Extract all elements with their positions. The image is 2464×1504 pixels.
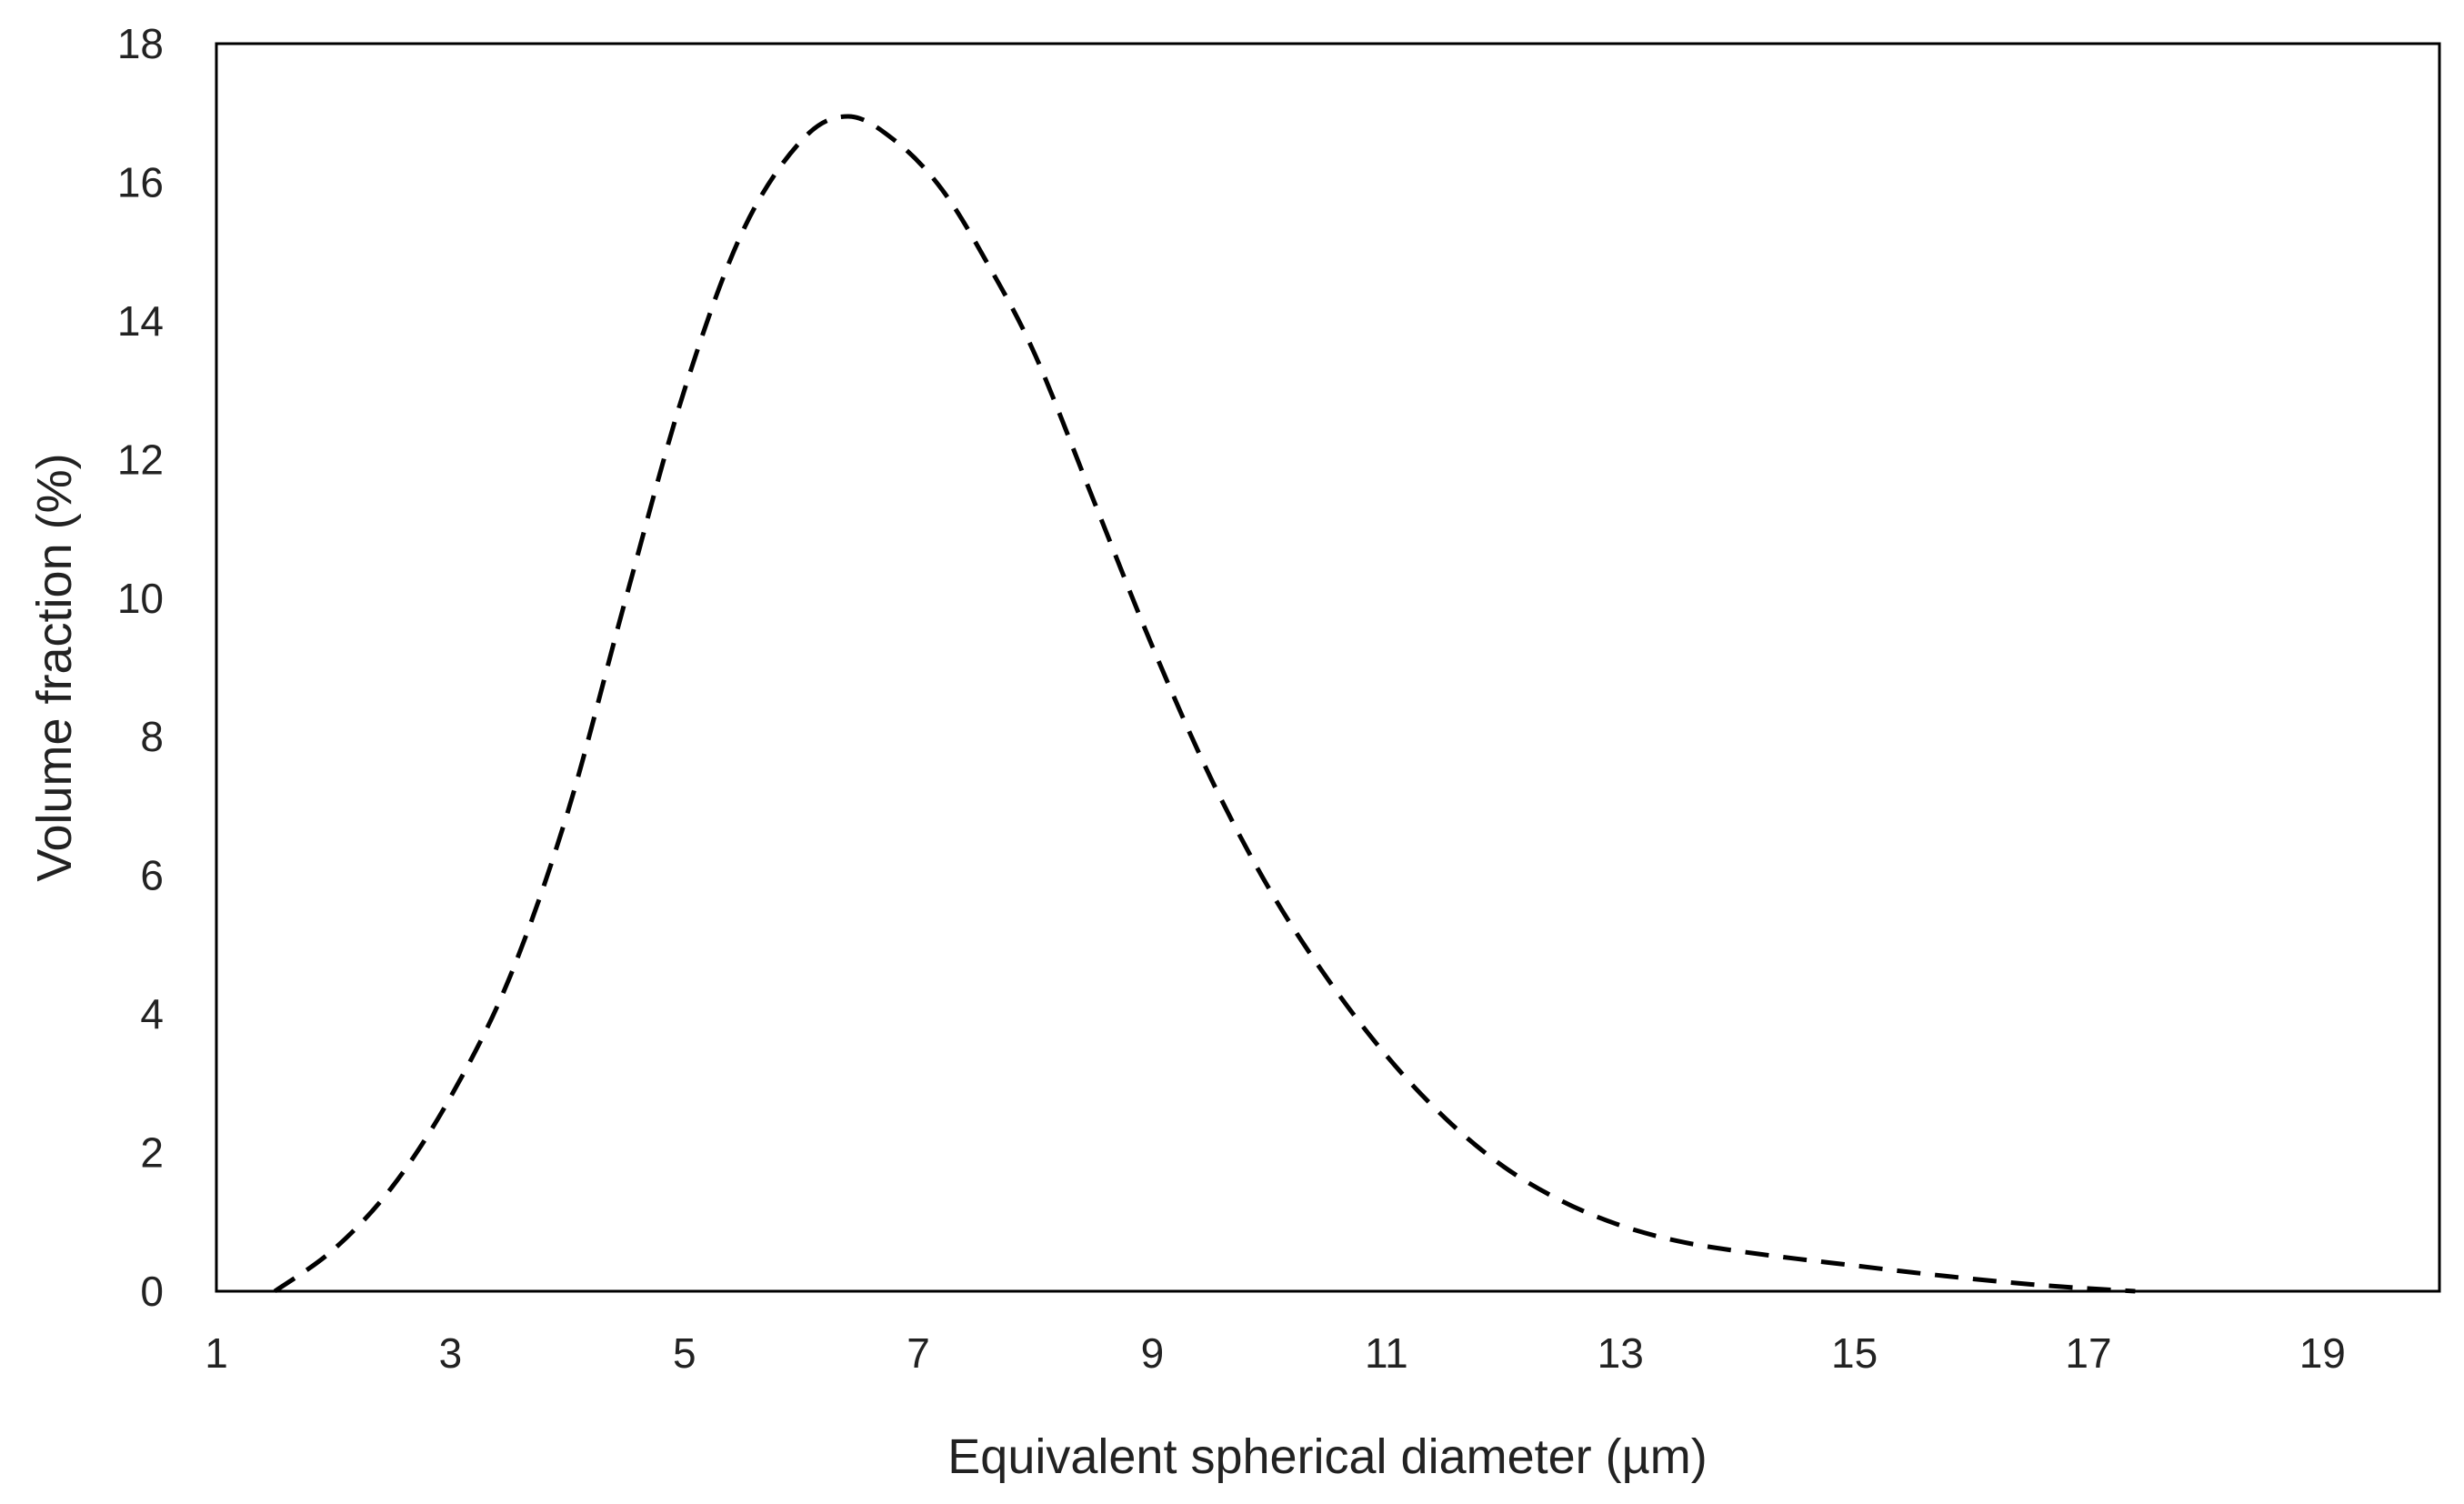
y-tick-label: 14 [117,297,164,345]
x-axis-title: Equivalent spherical diameter (µm) [947,1429,1707,1484]
x-tick-label: 15 [1831,1329,1878,1377]
y-tick-label: 4 [140,990,164,1038]
x-tick-label: 7 [906,1329,930,1377]
y-tick-label: 2 [140,1129,164,1177]
x-tick-label: 1 [205,1329,228,1377]
y-tick-label: 18 [117,20,164,67]
y-axis-ticks: 0 2 4 6 8 10 12 14 16 18 [117,20,164,1315]
y-axis-title: Volume fraction (%) [27,453,82,881]
x-axis-ticks: 1 3 5 7 9 11 13 15 17 19 [205,1329,2346,1377]
x-tick-label: 5 [673,1329,696,1377]
y-tick-label: 16 [117,158,164,206]
x-tick-label: 13 [1598,1329,1644,1377]
x-tick-label: 3 [439,1329,463,1377]
x-tick-label: 17 [2065,1329,2111,1377]
x-tick-label: 9 [1141,1329,1165,1377]
y-tick-label: 6 [140,852,164,899]
y-tick-label: 10 [117,575,164,622]
x-tick-label: 11 [1365,1329,1408,1377]
y-tick-label: 8 [140,713,164,760]
plot-area-border [215,42,2441,1293]
y-tick-label: 0 [140,1268,164,1315]
x-tick-label: 19 [2299,1329,2346,1377]
y-tick-label: 12 [117,436,164,483]
